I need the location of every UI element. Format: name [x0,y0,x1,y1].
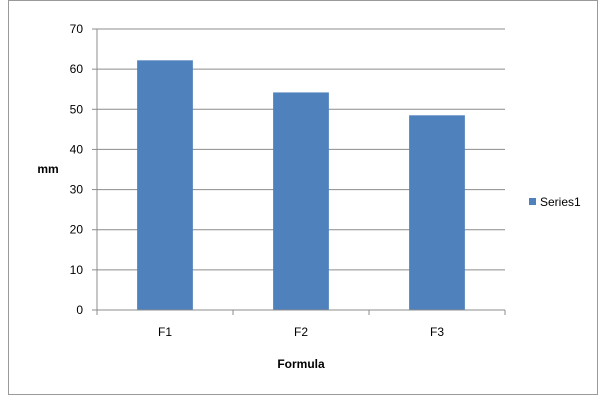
x-tick-label: F2 [294,325,308,339]
x-tick-label: F3 [430,325,444,339]
legend: Series1 [529,195,581,209]
bar-f3 [409,115,465,310]
y-tick-label: 0 [76,303,83,317]
x-tick-labels: F1 F2 F3 [158,325,444,339]
x-tick-label: F1 [158,325,172,339]
y-tick-label: 10 [70,263,84,277]
legend-swatch-series1 [529,198,536,205]
bar-f2 [273,92,329,310]
y-tick-label: 20 [70,223,84,237]
axes [96,29,505,311]
legend-label-series1: Series1 [540,195,581,209]
y-tick-labels: 0 10 20 30 40 50 60 70 [70,22,84,317]
bars [137,60,465,310]
x-axis-title: Formula [277,357,325,371]
y-tick-label: 60 [70,62,84,76]
y-tick-label: 50 [70,102,84,116]
y-axis-title: mm [37,162,58,176]
y-tick-label: 70 [70,22,84,36]
bar-f1 [137,60,193,310]
y-tick-label: 30 [70,183,84,197]
y-tick-label: 40 [70,142,84,156]
